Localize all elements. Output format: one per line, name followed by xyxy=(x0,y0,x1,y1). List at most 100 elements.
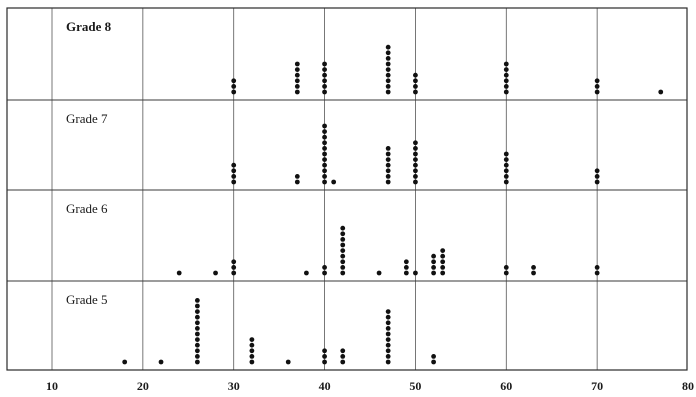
data-point-grade-7-x47-4 xyxy=(385,162,391,168)
panel-label-grade-6: Grade 6 xyxy=(66,201,108,216)
data-point-grade-6-x42-7 xyxy=(340,237,346,242)
data-point-grade-5-x26-10 xyxy=(194,309,200,314)
data-point-grade-8-x40-5 xyxy=(322,67,327,72)
data-point-grade-8-x50-3 xyxy=(413,78,418,84)
data-point-grade-5-x47-4 xyxy=(385,342,391,348)
data-point-grade-7-x50-2 xyxy=(413,174,418,179)
data-point-grade-8-x30-2 xyxy=(231,84,237,89)
data-point-grade-7-x40-4 xyxy=(322,162,327,168)
data-point-grade-5-x32-5 xyxy=(249,337,255,342)
data-point-grade-8-x37-5 xyxy=(294,67,300,72)
data-point-grade-5-x26-11 xyxy=(194,303,200,309)
data-points xyxy=(122,44,664,365)
data-point-grade-7-x60-4 xyxy=(503,162,509,168)
x-tick-label-60: 60 xyxy=(500,379,512,393)
data-point-grade-8-x47-4 xyxy=(385,72,391,78)
x-tick-label-10: 10 xyxy=(46,379,58,393)
data-point-grade-6-x50-1 xyxy=(413,270,418,276)
data-point-grade-6-x70-2 xyxy=(594,265,600,270)
data-point-grade-8-x47-8 xyxy=(385,50,391,56)
data-point-grade-8-x40-2 xyxy=(322,84,327,89)
data-point-grade-5-x26-6 xyxy=(194,331,200,337)
data-point-grade-8-x77-1 xyxy=(658,89,664,95)
data-point-grade-8-x47-3 xyxy=(385,78,391,84)
data-point-grade-8-x40-3 xyxy=(322,78,327,84)
data-point-grade-7-x47-2 xyxy=(385,174,391,179)
data-point-grade-6-x28-1 xyxy=(213,270,218,276)
data-point-grade-7-x30-1 xyxy=(231,179,237,185)
data-point-grade-5-x26-9 xyxy=(194,314,200,320)
data-point-grade-7-x60-1 xyxy=(503,179,509,185)
data-point-grade-6-x42-5 xyxy=(340,248,346,254)
data-point-grade-6-x63-1 xyxy=(531,270,536,276)
data-point-grade-8-x47-1 xyxy=(385,89,391,95)
data-point-grade-5-x26-2 xyxy=(194,354,200,359)
data-point-grade-6-x46-1 xyxy=(376,270,382,276)
data-point-grade-5-x47-7 xyxy=(385,326,391,331)
data-point-grade-7-x47-1 xyxy=(385,179,391,185)
data-point-grade-8-x47-5 xyxy=(385,67,391,72)
data-point-grade-5-x32-1 xyxy=(249,359,255,365)
data-point-grade-5-x47-10 xyxy=(385,309,391,314)
data-point-grade-8-x70-1 xyxy=(594,89,600,95)
data-point-grade-8-x60-6 xyxy=(503,61,509,67)
data-point-grade-7-x30-2 xyxy=(231,174,237,179)
data-point-grade-7-x60-5 xyxy=(503,157,509,163)
data-point-grade-7-x50-5 xyxy=(413,157,418,163)
data-point-grade-8-x47-6 xyxy=(385,61,391,67)
data-point-grade-5-x42-1 xyxy=(340,359,346,365)
data-point-grade-8-x40-6 xyxy=(322,61,327,67)
data-point-grade-6-x52-1 xyxy=(431,270,436,276)
x-tick-label-50: 50 xyxy=(409,379,421,393)
data-point-grade-6-x40-2 xyxy=(322,265,327,270)
data-point-grade-8-x37-3 xyxy=(294,78,300,84)
data-point-grade-5-x42-2 xyxy=(340,354,346,359)
data-point-grade-8-x60-2 xyxy=(503,84,509,89)
data-point-grade-6-x49-1 xyxy=(403,270,409,276)
data-point-grade-5-x40-2 xyxy=(322,354,327,359)
data-point-grade-5-x47-5 xyxy=(385,337,391,342)
data-point-grade-7-x40-11 xyxy=(322,123,327,129)
data-point-grade-6-x42-2 xyxy=(340,265,346,270)
data-point-grade-6-x42-8 xyxy=(340,231,346,237)
data-point-grade-7-x40-1 xyxy=(322,179,327,185)
data-point-grade-8-x37-6 xyxy=(294,61,300,67)
data-point-grade-7-x40-6 xyxy=(322,151,327,157)
data-point-grade-7-x40-8 xyxy=(322,140,327,146)
data-point-grade-6-x53-4 xyxy=(440,253,446,259)
data-point-grade-5-x26-3 xyxy=(194,348,200,354)
data-point-grade-5-x32-2 xyxy=(249,354,255,359)
x-tick-label-30: 30 xyxy=(228,379,240,393)
data-point-grade-7-x40-9 xyxy=(322,134,327,140)
data-point-grade-8-x40-4 xyxy=(322,72,327,78)
data-point-grade-5-x42-3 xyxy=(340,348,346,354)
data-point-grade-7-x40-2 xyxy=(322,174,327,179)
data-point-grade-7-x30-3 xyxy=(231,168,237,174)
data-point-grade-8-x47-9 xyxy=(385,44,391,50)
data-point-grade-6-x42-9 xyxy=(340,225,346,231)
data-point-grade-8-x70-2 xyxy=(594,84,600,89)
data-point-grade-7-x70-1 xyxy=(594,179,600,185)
data-point-grade-6-x24-1 xyxy=(176,270,182,276)
data-point-grade-6-x52-2 xyxy=(431,265,436,270)
data-point-grade-6-x60-1 xyxy=(503,270,509,276)
x-tick-label-70: 70 xyxy=(591,379,603,393)
data-point-grade-7-x47-6 xyxy=(385,151,391,157)
data-point-grade-6-x53-3 xyxy=(440,259,446,265)
panel-label-grade-8: Grade 8 xyxy=(66,19,112,34)
x-tick-label-20: 20 xyxy=(137,379,149,393)
data-point-grade-7-x40-3 xyxy=(322,168,327,174)
data-point-grade-5-x40-1 xyxy=(322,359,327,365)
data-point-grade-8-x70-3 xyxy=(594,78,600,84)
data-point-grade-7-x30-4 xyxy=(231,162,237,168)
data-point-grade-5-x40-3 xyxy=(322,348,327,354)
data-point-grade-5-x32-3 xyxy=(249,348,255,354)
data-point-grade-7-x50-3 xyxy=(413,168,418,174)
data-point-grade-6-x60-2 xyxy=(503,265,509,270)
panel-label-grade-7: Grade 7 xyxy=(66,111,108,126)
data-point-grade-8-x47-2 xyxy=(385,84,391,89)
data-point-grade-5-x47-9 xyxy=(385,314,391,320)
data-point-grade-6-x42-3 xyxy=(340,259,346,265)
plot-frame xyxy=(6,7,688,371)
data-point-grade-5-x22-1 xyxy=(158,359,164,365)
